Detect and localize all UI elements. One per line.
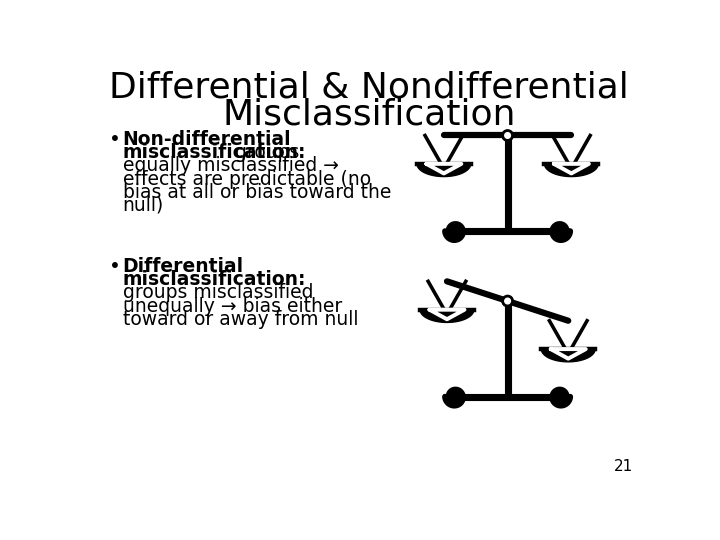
Text: misclassification:: misclassification:: [122, 271, 306, 289]
Text: unequally → bias either: unequally → bias either: [122, 296, 342, 315]
Circle shape: [505, 133, 510, 138]
Polygon shape: [417, 164, 471, 177]
Text: •: •: [109, 257, 121, 276]
Text: bias at all or bias toward the: bias at all or bias toward the: [122, 183, 391, 201]
Text: 21: 21: [614, 460, 633, 475]
Text: Differential: Differential: [122, 257, 244, 276]
Circle shape: [502, 130, 513, 141]
Text: misclassification:: misclassification:: [122, 143, 306, 163]
Text: Misclassification: Misclassification: [222, 97, 516, 131]
Polygon shape: [541, 349, 595, 362]
Text: Differential & Nondifferential: Differential & Nondifferential: [109, 71, 629, 105]
Circle shape: [505, 298, 510, 304]
Polygon shape: [544, 164, 598, 177]
Polygon shape: [420, 309, 474, 322]
Text: •: •: [109, 130, 121, 149]
Text: toward or away from null: toward or away from null: [122, 309, 358, 329]
Text: groups misclassified: groups misclassified: [122, 284, 313, 302]
Circle shape: [502, 295, 513, 307]
Text: effects are predictable (no: effects are predictable (no: [122, 170, 371, 188]
Text: null): null): [122, 195, 164, 215]
Text: groups: groups: [229, 143, 300, 163]
Text: equally misclassified →: equally misclassified →: [122, 157, 338, 176]
Text: Non-differential: Non-differential: [122, 130, 291, 149]
